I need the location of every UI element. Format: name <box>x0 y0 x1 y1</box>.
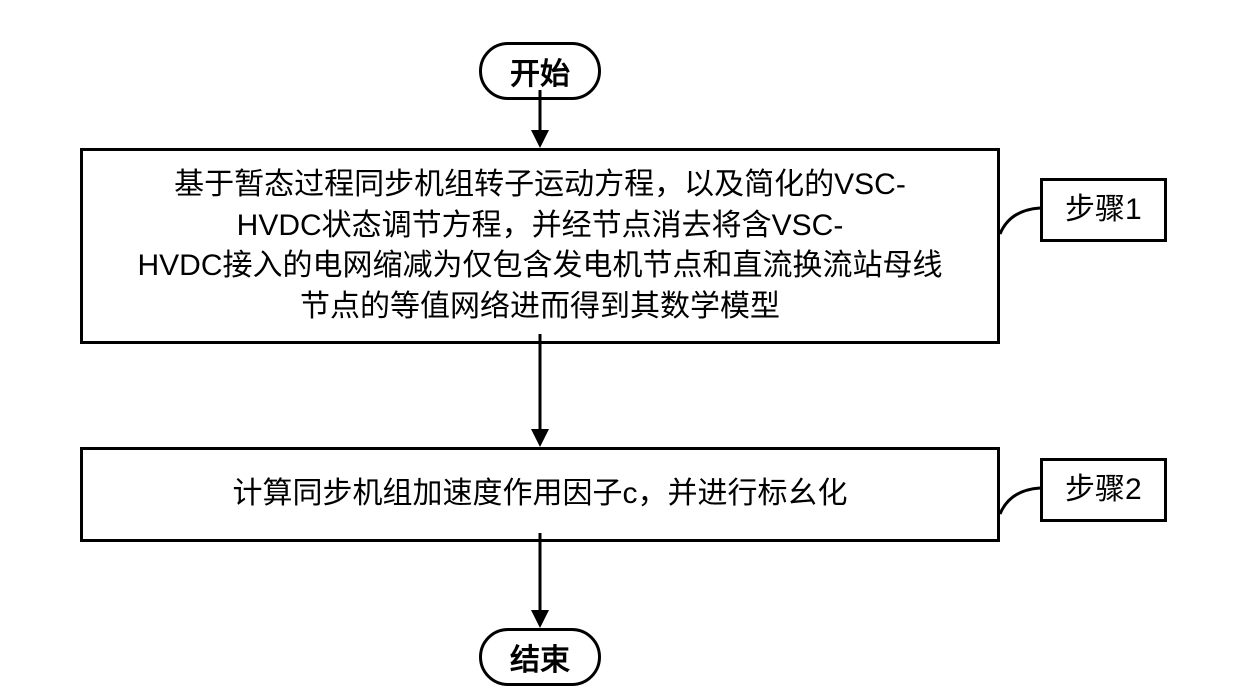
step1-line4: 节点的等值网络进而得到其数学模型 <box>300 290 780 323</box>
step1-box: 基于暂态过程同步机组转子运动方程，以及简化的VSC- HVDC状态调节方程，并经… <box>80 148 1000 344</box>
step1-label-text: 步骤1 <box>1065 193 1142 226</box>
end-node: 结束 <box>479 628 601 686</box>
edge-step2-end <box>540 533 541 628</box>
step2-label-text: 步骤2 <box>1065 473 1142 506</box>
edge-step1-step2 <box>540 334 541 447</box>
step1-line3: HVDC接入的电网缩减为仅包含发电机节点和直流换流站母线 <box>137 249 942 282</box>
step1-line1: 基于暂态过程同步机组转子运动方程，以及简化的VSC- <box>174 168 906 201</box>
step1-line2: HVDC状态调节方程，并经节点消去将含VSC- <box>237 209 844 242</box>
start-label: 开始 <box>510 58 570 91</box>
edge-label2-step2 <box>1000 470 1050 520</box>
step2-box: 计算同步机组加速度作用因子c，并进行标幺化 <box>80 447 1000 542</box>
step2-label-box: 步骤2 <box>1040 458 1167 522</box>
step2-line1: 计算同步机组加速度作用因子c，并进行标幺化 <box>233 477 848 510</box>
edge-start-step1 <box>540 90 541 148</box>
end-label: 结束 <box>510 644 570 677</box>
edge-label1-step1 <box>1000 190 1050 240</box>
step1-label-box: 步骤1 <box>1040 178 1167 242</box>
